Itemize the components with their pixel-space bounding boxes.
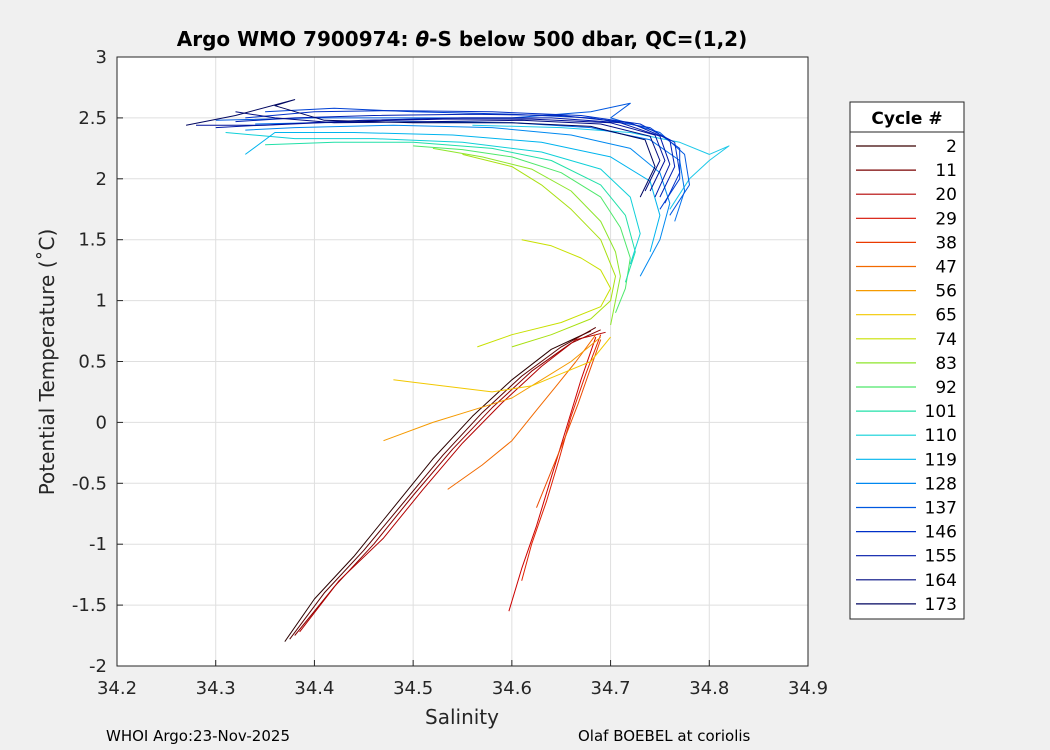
- footer-left-credit: WHOI Argo:23-Nov-2025: [106, 727, 290, 745]
- grid: [117, 57, 808, 666]
- profile-line: [245, 132, 661, 253]
- y-tick-label: 1.5: [78, 230, 107, 251]
- chart-title: Argo WMO 7900974: θ-S below 500 dbar, QC…: [177, 27, 747, 51]
- legend-label: 173: [925, 595, 957, 615]
- legend-label: 155: [925, 547, 957, 567]
- profile-line: [393, 336, 611, 393]
- profile-line: [265, 107, 681, 210]
- data-lines: [186, 99, 730, 642]
- legend-label: 92: [935, 378, 957, 398]
- profile-line: [289, 326, 597, 640]
- profile-line: [186, 99, 656, 198]
- profile-line: [265, 141, 636, 283]
- y-tick-label: -1.5: [72, 595, 107, 616]
- y-tick-label: 0.5: [78, 352, 107, 373]
- legend-label: 164: [925, 571, 957, 591]
- x-tick-label: 34.4: [294, 678, 334, 699]
- profile-line: [245, 124, 671, 277]
- y-axis-ticks: -2 -1.5 -1 -0.5 0 0.5 1 1.5 2 2.5 3: [72, 47, 123, 677]
- legend-label: 29: [935, 209, 957, 229]
- x-tick-label: 34.8: [689, 678, 729, 699]
- profile-line: [462, 153, 616, 348]
- x-tick-label: 34.6: [492, 678, 532, 699]
- x-tick-label: 34.7: [591, 678, 631, 699]
- profile-line: [245, 110, 681, 204]
- legend: Cycle # 2 11 20 29 38 47 56 65 74 83 92 101 110 119 12…: [849, 101, 965, 620]
- y-tick-label: -0.5: [72, 473, 107, 494]
- legend-label: 128: [925, 474, 957, 494]
- x-tick-label: 34.2: [97, 678, 137, 699]
- legend-label: 101: [925, 402, 957, 422]
- profile-line: [383, 336, 602, 442]
- profile-line: [225, 132, 641, 265]
- legend-label: 47: [935, 258, 957, 278]
- profile-line: [521, 334, 602, 581]
- x-tick-label: 34.5: [393, 678, 433, 699]
- legend-label: 38: [935, 233, 957, 253]
- x-axis-ticks: 34.2 34.3 34.4 34.5 34.6 34.7 34.8 34.9: [97, 660, 828, 699]
- profile-line: [299, 331, 606, 633]
- legend-label: 2: [946, 137, 957, 157]
- y-axis-label: Potential Temperature (˚C): [35, 229, 59, 496]
- y-tick-label: -2: [89, 656, 107, 677]
- x-axis-label: Salinity: [425, 705, 499, 729]
- profile-line: [447, 334, 597, 490]
- y-tick-label: -1: [89, 534, 107, 555]
- legend-label: 65: [935, 306, 957, 326]
- x-tick-label: 34.9: [788, 678, 828, 699]
- legend-label: 56: [935, 282, 957, 302]
- legend-entries: 2 11 20 29 38 47 56 65 74 83 92 101 110 119 128 137 146 1…: [856, 137, 957, 615]
- y-tick-label: 2.5: [78, 108, 107, 129]
- x-tick-label: 34.3: [196, 678, 236, 699]
- profile-line: [284, 330, 592, 642]
- legend-label: 20: [935, 185, 957, 205]
- legend-label: 11: [935, 161, 957, 181]
- legend-label: 83: [935, 354, 957, 374]
- legend-label: 146: [925, 523, 957, 543]
- legend-label: 119: [925, 450, 957, 470]
- y-tick-label: 0: [96, 412, 107, 433]
- profile-line: [508, 336, 597, 612]
- profile-line: [432, 147, 621, 326]
- profile-line: [536, 339, 602, 508]
- profile-line: [472, 124, 730, 210]
- profile-line: [235, 113, 676, 198]
- footer-right-credit: Olaf BOEBEL at coriolis: [578, 727, 751, 745]
- profile-line: [235, 111, 661, 192]
- legend-title: Cycle #: [871, 109, 942, 129]
- profile-line: [215, 102, 690, 216]
- y-tick-label: 1: [96, 291, 107, 312]
- legend-label: 137: [925, 499, 957, 519]
- legend-box: [849, 101, 965, 620]
- y-tick-label: 3: [96, 47, 107, 68]
- legend-label: 110: [925, 426, 957, 446]
- profile-line: [196, 118, 666, 192]
- legend-label: 74: [935, 330, 957, 350]
- profile-line: [477, 239, 612, 348]
- y-tick-label: 2: [96, 169, 107, 190]
